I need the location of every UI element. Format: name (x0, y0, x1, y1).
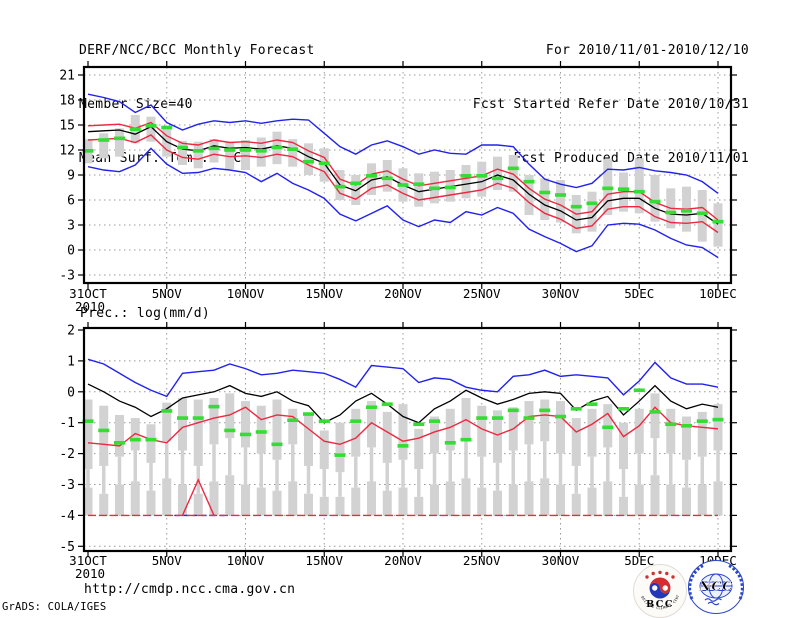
temperature-lower-spread-line (87, 134, 719, 234)
temperature-y-axis-labels: 21 18 15 12 9 6 3 0 -3 (59, 69, 75, 284)
forecast-range-label: For 2010/11/01-2010/12/10 (545, 43, 749, 58)
svg-text:-5: -5 (59, 540, 75, 555)
ncc-wreath-left (688, 564, 704, 600)
svg-text:15NOV: 15NOV (305, 286, 343, 301)
ncc-logo-text: NCC (698, 580, 733, 595)
temperature-axis-ticks (78, 61, 737, 289)
svg-text:3: 3 (67, 218, 75, 233)
prec-floor-spike (181, 478, 215, 516)
temperature-ensemble-min-line (87, 147, 719, 259)
ncc-logo: NCC (688, 560, 744, 614)
svg-text:6: 6 (67, 193, 75, 208)
svg-text:10NOV: 10NOV (227, 286, 265, 301)
svg-text:9: 9 (67, 168, 75, 183)
precipitation-axis-ticks (78, 322, 737, 557)
svg-text:0: 0 (67, 385, 75, 400)
svg-text:31OCT: 31OCT (69, 286, 107, 301)
temperature-x-axis-labels: 31OCT 5NOV 10NOV 15NOV 20NOV 25NOV 30NOV 5DEC 10… (69, 286, 737, 301)
grads-credit: GrADS: COLA/IGES (2, 601, 107, 613)
bcc-swirl-icon (649, 577, 671, 599)
svg-text:0: 0 (67, 243, 75, 258)
bcc-logo: BCC BEIJING CLIMATE CENTER (633, 564, 687, 618)
svg-text:18: 18 (59, 93, 75, 108)
svg-text:15: 15 (59, 118, 75, 133)
svg-text:12: 12 (59, 143, 75, 158)
temperature-year-label: 2010 (75, 299, 105, 314)
precipitation-year-label: 2010 (75, 566, 105, 581)
ncc-wave-icon-2 (707, 601, 720, 606)
svg-text:30NOV: 30NOV (542, 553, 580, 568)
page-title: DERF/NCC/BCC Monthly Forecast (79, 43, 315, 58)
svg-text:5DEC: 5DEC (624, 553, 654, 568)
svg-text:5DEC: 5DEC (624, 286, 654, 301)
svg-text:25NOV: 25NOV (463, 286, 501, 301)
svg-text:20NOV: 20NOV (384, 553, 422, 568)
svg-text:10NOV: 10NOV (227, 553, 265, 568)
bcc-top-characters (645, 570, 675, 579)
svg-text:20NOV: 20NOV (384, 286, 422, 301)
ncc-wreath-right (728, 564, 744, 600)
precipitation-spread-bars (83, 393, 723, 516)
website-url: http://cmdp.ncc.cma.gov.cn (84, 582, 296, 597)
precipitation-lower-spread-line (87, 406, 719, 447)
refer-date-label: Fcst Started Refer Date 2010/10/31 (472, 97, 749, 112)
svg-text:1: 1 (67, 354, 75, 369)
precipitation-ensemble-max-line (87, 358, 719, 398)
precipitation-y-axis-labels: 2 1 0 -1 -2 -3 -4 -5 (59, 324, 75, 555)
bcc-logo-text: BCC (646, 599, 674, 610)
svg-text:-2: -2 (59, 447, 75, 462)
temperature-observation-dashes (82, 124, 724, 224)
temperature-gridlines (84, 67, 731, 283)
svg-text:21: 21 (59, 69, 75, 84)
precipitation-ensemble-mean-line (87, 383, 719, 424)
precipitation-observation-dashes (82, 388, 724, 457)
svg-text:-1: -1 (59, 416, 75, 431)
ncc-globe-icon (699, 573, 733, 599)
temperature-upper-spread-line (87, 121, 719, 221)
temperature-ensemble-max-line (87, 93, 719, 194)
svg-text:31OCT: 31OCT (69, 553, 107, 568)
svg-text:-3: -3 (59, 268, 75, 283)
svg-text:-3: -3 (59, 478, 75, 493)
svg-text:2: 2 (67, 324, 75, 339)
svg-text:30NOV: 30NOV (542, 286, 580, 301)
svg-text:25NOV: 25NOV (463, 553, 501, 568)
svg-text:5NOV: 5NOV (152, 553, 183, 568)
ncc-wave-icon (704, 598, 722, 602)
svg-text:10DEC: 10DEC (699, 286, 737, 301)
svg-text:5NOV: 5NOV (152, 286, 183, 301)
prec-chart-title: Prec.: log(mm/d) (80, 306, 211, 321)
svg-text:-4: -4 (59, 509, 75, 524)
precipitation-plot-border (82, 326, 733, 553)
svg-text:15NOV: 15NOV (305, 553, 343, 568)
temperature-chart: 21 18 15 12 9 6 3 0 -3 31OCT 5NOV 10NOV 15NOV 20NOV 25… (59, 61, 737, 314)
